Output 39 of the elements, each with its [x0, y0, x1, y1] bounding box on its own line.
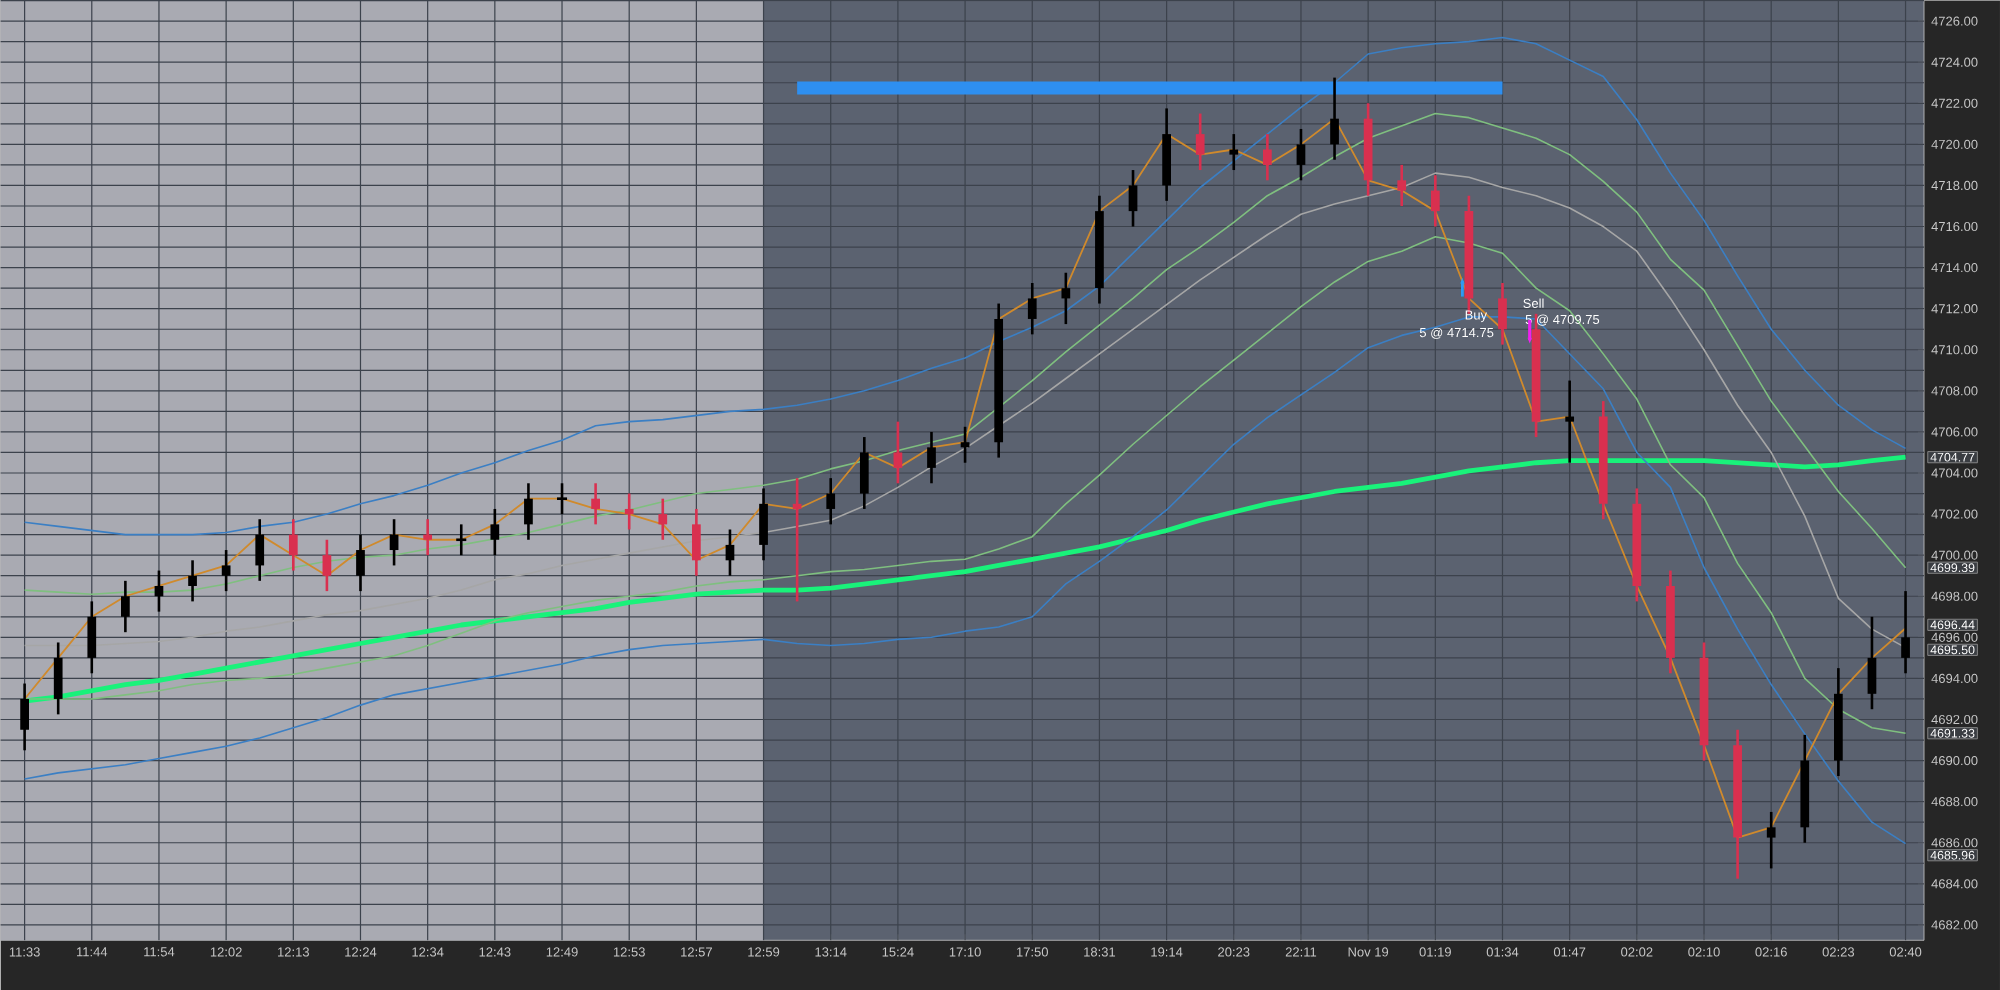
candlestick: [1901, 589, 1910, 675]
candlestick: [255, 517, 265, 583]
candlestick: [322, 538, 332, 593]
candlestick: [53, 641, 63, 716]
candlestick: [1565, 379, 1575, 464]
candlestick: [692, 507, 701, 577]
candlestick: [927, 430, 936, 485]
candlestick: [221, 548, 231, 593]
candlestick: [490, 507, 500, 557]
candlestick: [1766, 810, 1776, 870]
candlestick: [288, 517, 298, 572]
candlestick: [356, 533, 365, 593]
candlestick: [1263, 132, 1272, 182]
candlestick: [423, 517, 433, 557]
candlestick: [1867, 615, 1877, 711]
candlestick: [826, 476, 836, 526]
candlestick: [624, 492, 634, 531]
candlestick: [1229, 132, 1239, 172]
candlestick: [87, 599, 97, 675]
candlestick: [1296, 127, 1306, 182]
line-series: [23, 117, 1907, 839]
candlestick: [121, 579, 130, 634]
candlestick: [759, 486, 768, 562]
candlestick: [859, 435, 869, 511]
candlestick: [1195, 112, 1205, 172]
candlestick: [792, 476, 802, 603]
candlestick: [1061, 271, 1071, 326]
candlestick: [1498, 281, 1507, 346]
candlestick: [1027, 281, 1037, 336]
candlestick: [1330, 76, 1339, 161]
candlestick: [658, 497, 668, 541]
candlestick: [188, 558, 197, 603]
candlestick: [20, 682, 29, 752]
candlestick: [591, 481, 600, 526]
candlestick: [893, 420, 903, 485]
candlestick: [1430, 173, 1440, 228]
candlestick: [1397, 163, 1407, 208]
candlestick: [1128, 168, 1138, 228]
candlestick: [524, 481, 533, 541]
